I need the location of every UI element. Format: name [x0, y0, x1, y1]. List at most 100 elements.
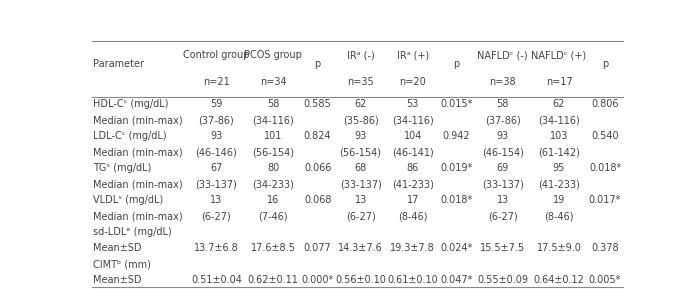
Text: TGˢ (mg/dL): TGˢ (mg/dL): [93, 163, 152, 173]
Text: (34-116): (34-116): [538, 115, 580, 125]
Text: 19: 19: [553, 195, 565, 205]
Text: 104: 104: [404, 131, 422, 141]
Text: Median (min-max): Median (min-max): [93, 147, 183, 157]
Text: (35-86): (35-86): [343, 115, 379, 125]
Text: n=17: n=17: [546, 77, 573, 87]
Text: (7-46): (7-46): [259, 211, 288, 221]
Text: Median (min-max): Median (min-max): [93, 179, 183, 189]
Text: (37-86): (37-86): [199, 115, 234, 125]
Text: (34-116): (34-116): [392, 115, 434, 125]
Text: 0.018*: 0.018*: [441, 195, 473, 205]
Text: (61-142): (61-142): [538, 147, 580, 157]
Text: Control group: Control group: [183, 50, 250, 60]
Text: p: p: [315, 59, 321, 68]
Text: 17.5±9.0: 17.5±9.0: [537, 243, 582, 253]
Text: HDL-Cᶜ (mg/dL): HDL-Cᶜ (mg/dL): [93, 99, 169, 109]
Text: 0.62±0.11: 0.62±0.11: [247, 275, 299, 286]
Text: 68: 68: [354, 163, 367, 173]
Text: 0.824: 0.824: [304, 131, 332, 141]
Text: NAFLDᶜ (+): NAFLDᶜ (+): [532, 50, 587, 60]
Text: 16: 16: [267, 195, 279, 205]
Text: IRᵃ (-): IRᵃ (-): [347, 50, 375, 60]
Text: 95: 95: [553, 163, 565, 173]
Text: (8-46): (8-46): [544, 211, 574, 221]
Text: 0.942: 0.942: [443, 131, 471, 141]
Text: n=21: n=21: [203, 77, 230, 87]
Text: CIMTᵇ (mm): CIMTᵇ (mm): [93, 260, 152, 269]
Text: 62: 62: [354, 99, 367, 109]
Text: 13: 13: [211, 195, 222, 205]
Text: 58: 58: [496, 99, 509, 109]
Text: (34-233): (34-233): [252, 179, 294, 189]
Text: 0.585: 0.585: [304, 99, 332, 109]
Text: 19.3±7.8: 19.3±7.8: [391, 243, 435, 253]
Text: n=34: n=34: [260, 77, 286, 87]
Text: 0.018*: 0.018*: [589, 163, 621, 173]
Text: 0.017*: 0.017*: [589, 195, 621, 205]
Text: 0.005*: 0.005*: [589, 275, 621, 286]
Text: 93: 93: [354, 131, 367, 141]
Text: (41-233): (41-233): [392, 179, 434, 189]
Text: Median (min-max): Median (min-max): [93, 211, 183, 221]
Text: (34-116): (34-116): [252, 115, 294, 125]
Text: Median (min-max): Median (min-max): [93, 115, 183, 125]
Text: (6-27): (6-27): [345, 211, 375, 221]
Text: (41-233): (41-233): [538, 179, 580, 189]
Text: 0.806: 0.806: [591, 99, 619, 109]
Text: 0.047*: 0.047*: [441, 275, 473, 286]
Text: IRᵃ (+): IRᵃ (+): [397, 50, 429, 60]
Text: PCOS group: PCOS group: [244, 50, 302, 60]
Text: p: p: [453, 59, 459, 68]
Text: 14.3±7.6: 14.3±7.6: [338, 243, 383, 253]
Text: (33-137): (33-137): [340, 179, 382, 189]
Text: 0.077: 0.077: [304, 243, 332, 253]
Text: 86: 86: [407, 163, 419, 173]
Text: 0.024*: 0.024*: [441, 243, 473, 253]
Text: 0.55±0.09: 0.55±0.09: [477, 275, 528, 286]
Text: 0.019*: 0.019*: [441, 163, 473, 173]
Text: n=38: n=38: [489, 77, 516, 87]
Text: VLDLˢ (mg/dL): VLDLˢ (mg/dL): [93, 195, 163, 205]
Text: 0.540: 0.540: [591, 131, 619, 141]
Text: n=35: n=35: [348, 77, 374, 87]
Text: Parameter: Parameter: [93, 59, 145, 68]
Text: (46-154): (46-154): [482, 147, 523, 157]
Text: 0.378: 0.378: [591, 243, 619, 253]
Text: (33-137): (33-137): [195, 179, 238, 189]
Text: Mean±SD: Mean±SD: [93, 275, 142, 286]
Text: (8-46): (8-46): [398, 211, 427, 221]
Text: LDL-Cᶜ (mg/dL): LDL-Cᶜ (mg/dL): [93, 131, 167, 141]
Text: 0.000*: 0.000*: [302, 275, 334, 286]
Text: 67: 67: [211, 163, 222, 173]
Text: 101: 101: [264, 131, 282, 141]
Text: 15.5±7.5: 15.5±7.5: [480, 243, 525, 253]
Text: 17.6±8.5: 17.6±8.5: [251, 243, 295, 253]
Text: (37-86): (37-86): [484, 115, 521, 125]
Text: (46-141): (46-141): [392, 147, 434, 157]
Text: NAFLDᶜ (-): NAFLDᶜ (-): [477, 50, 528, 60]
Text: 0.64±0.12: 0.64±0.12: [534, 275, 584, 286]
Text: 0.066: 0.066: [304, 163, 332, 173]
Text: 17: 17: [407, 195, 419, 205]
Text: p: p: [602, 59, 608, 68]
Text: (6-27): (6-27): [202, 211, 231, 221]
Text: 62: 62: [553, 99, 565, 109]
Text: (6-27): (6-27): [488, 211, 518, 221]
Text: 58: 58: [267, 99, 279, 109]
Text: n=20: n=20: [400, 77, 426, 87]
Text: 0.61±0.10: 0.61±0.10: [387, 275, 438, 286]
Text: 53: 53: [407, 99, 419, 109]
Text: 80: 80: [267, 163, 279, 173]
Text: 93: 93: [496, 131, 509, 141]
Text: (56-154): (56-154): [340, 147, 382, 157]
Text: Mean±SD: Mean±SD: [93, 243, 142, 253]
Text: 93: 93: [211, 131, 222, 141]
Text: 13: 13: [354, 195, 367, 205]
Text: 0.015*: 0.015*: [441, 99, 473, 109]
Text: (46-146): (46-146): [195, 147, 237, 157]
Text: 69: 69: [496, 163, 509, 173]
Text: 0.068: 0.068: [304, 195, 332, 205]
Text: 13.7±6.8: 13.7±6.8: [194, 243, 239, 253]
Text: (33-137): (33-137): [482, 179, 523, 189]
Text: 103: 103: [550, 131, 569, 141]
